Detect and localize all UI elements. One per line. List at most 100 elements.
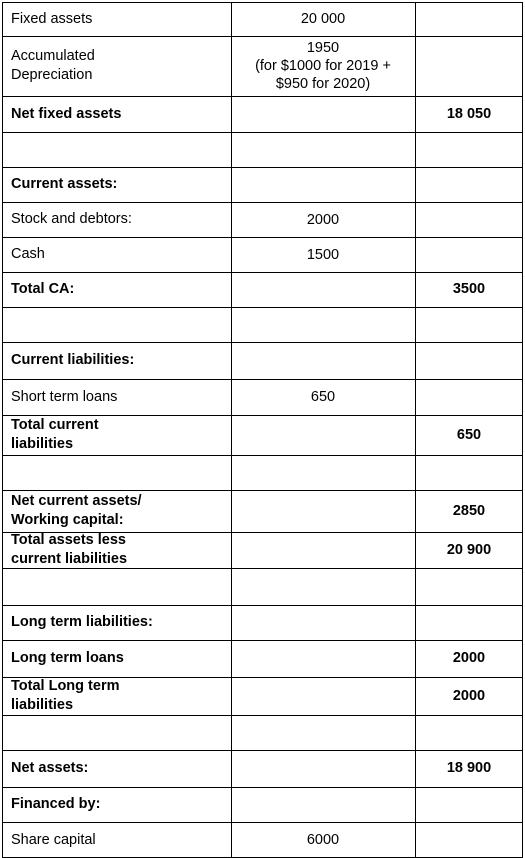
table-row: Cash 1500 (2, 237, 523, 272)
row-label-cell: Current assets: (2, 167, 231, 202)
row-divider (2, 605, 523, 606)
cell-text-line: Cash (11, 246, 45, 262)
row-divider (2, 36, 523, 37)
table-row: Total assets less current liabilities 20 9… (2, 532, 523, 568)
row-divider (2, 342, 523, 343)
row-total-cell: 2850 (415, 490, 523, 532)
cell-text-line: $950 for 2020) (275, 76, 371, 92)
row-amount-cell (231, 605, 415, 640)
row-label-cell: Share capital (2, 822, 231, 858)
row-divider (2, 132, 523, 133)
row-amount-cell (231, 532, 415, 568)
row-label-cell: Current liabilities: (2, 342, 231, 379)
row-amount-cell: 1950 (for $1000 for 2019 + $950 for 2020) (231, 36, 415, 96)
row-label-cell: Total assets less current liabilities (2, 532, 231, 568)
row-amount-cell: 650 (231, 379, 415, 415)
row-label-cell: Total CA: (2, 272, 231, 307)
table-row: Financed by: (2, 787, 523, 822)
cell-text-line: Total current (11, 417, 99, 433)
cell-text-line: Fixed assets (11, 10, 93, 27)
row-label-cell: Net current assets/Working capital: (2, 490, 231, 532)
cell-text-line: Stock and debtors: (11, 211, 132, 227)
cell-text-line: 3500 (452, 281, 486, 297)
cell-text-line: Current liabilities: (11, 352, 135, 368)
row-divider (2, 568, 523, 569)
cell-text-line: 18 050 (446, 105, 492, 122)
row-amount-cell (231, 342, 415, 379)
table-row: Share capital 6000 (2, 822, 523, 858)
row-divider (2, 822, 523, 823)
row-divider (2, 96, 523, 97)
row-total-cell (415, 715, 523, 750)
row-total-cell (415, 822, 523, 858)
table-row: Long term loans 2000 (2, 640, 523, 677)
table-row: Total Long term liabilities 2000 (2, 677, 523, 715)
row-label-cell (2, 568, 231, 605)
cell-text-line: 650 (310, 389, 336, 405)
cell-text-line: 2000 (452, 687, 486, 704)
row-amount-cell (231, 307, 415, 342)
table-row: Accumulated Depreciation 1950 (for $1000 fo… (2, 36, 523, 96)
cell-text-line: Share capital (11, 831, 96, 848)
row-total-cell (415, 2, 523, 36)
cell-text-line: Net fixed assets (11, 105, 122, 122)
row-divider (2, 307, 523, 308)
cell-text-line: 2000 (452, 650, 486, 666)
column-divider (415, 2, 416, 858)
table-row (2, 568, 523, 605)
row-label-cell: Net fixed assets (2, 96, 231, 132)
row-amount-cell: 20 000 (231, 2, 415, 36)
row-total-cell: 3500 (415, 272, 523, 307)
row-divider (2, 532, 523, 533)
cell-text-line: 18 900 (446, 760, 492, 776)
row-label-cell: Net assets: (2, 750, 231, 787)
row-amount-cell (231, 272, 415, 307)
row-amount-cell (231, 640, 415, 677)
row-amount-cell (231, 715, 415, 750)
table-row: Fixed assets 20 000 (2, 2, 523, 36)
column-divider (231, 2, 232, 858)
row-amount-cell (231, 677, 415, 715)
row-divider (2, 455, 523, 456)
cell-text-line: Current assets: (11, 176, 118, 192)
cell-text-line: Working capital: (11, 512, 124, 528)
table-row (2, 307, 523, 342)
row-divider (2, 202, 523, 203)
row-label-cell: Long term liabilities: (2, 605, 231, 640)
table-row: Net fixed assets 18 050 (2, 96, 523, 132)
row-label-cell: Total current liabilities (2, 415, 231, 455)
row-total-cell: 2000 (415, 640, 523, 677)
row-label-cell: Accumulated Depreciation (2, 36, 231, 96)
row-total-cell (415, 237, 523, 272)
row-divider (2, 715, 523, 716)
row-total-cell (415, 568, 523, 605)
table-row: Current assets: (2, 167, 523, 202)
table-row: Long term liabilities: (2, 605, 523, 640)
row-amount-cell (231, 415, 415, 455)
row-total-cell: 18 050 (415, 96, 523, 132)
row-amount-cell: 1500 (231, 237, 415, 272)
row-label-cell (2, 715, 231, 750)
cell-text-line: 1500 (306, 246, 340, 263)
cell-text-line: Depreciation (11, 67, 93, 83)
row-total-cell: 650 (415, 415, 523, 455)
cell-text-line: 20 900 (446, 541, 492, 558)
row-divider (2, 2, 523, 3)
row-divider (2, 167, 523, 168)
row-label-cell: Cash (2, 237, 231, 272)
cell-text-line: liabilities (11, 436, 74, 452)
row-total-cell (415, 605, 523, 640)
cell-text-line: Net assets: (11, 760, 89, 776)
table-row: Net assets: 18 900 (2, 750, 523, 787)
cell-text-line: 20 000 (300, 11, 346, 27)
row-divider (2, 787, 523, 788)
row-amount-cell (231, 568, 415, 605)
row-divider (2, 640, 523, 641)
table-row (2, 455, 523, 490)
column-divider (2, 2, 3, 858)
row-total-cell: 18 900 (415, 750, 523, 787)
row-divider (2, 490, 523, 491)
table-row: Short term loans 650 (2, 379, 523, 415)
cell-text-line: Long term loans (11, 650, 124, 666)
